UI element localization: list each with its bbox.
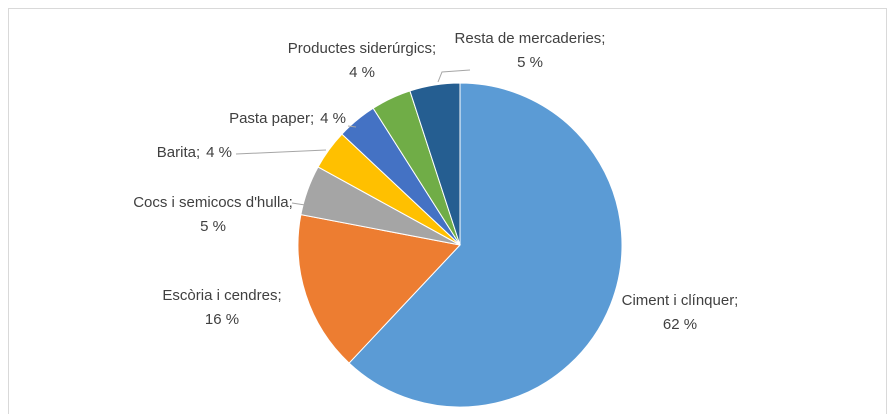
category-label: Pasta paper; [229, 110, 314, 127]
category-label: Productes siderúrgics; [288, 40, 436, 57]
data-label: Barita; 4 % [157, 144, 232, 161]
pie-slice [348, 82, 623, 408]
value-label: 4 % [206, 144, 232, 161]
category-label: Cocs i semicocs d'hulla; [133, 194, 293, 211]
category-label: Barita; [157, 144, 200, 161]
data-label: Pasta paper; 4 % [229, 110, 346, 127]
category-label: Resta de mercaderies; [455, 30, 606, 47]
data-label: Ciment i clínquer; 62 % [622, 292, 739, 333]
data-label: Escòria i cendres; 16 % [162, 287, 281, 328]
value-label: 4 % [349, 64, 375, 81]
category-label: Ciment i clínquer; [622, 292, 739, 309]
pie-slice [297, 214, 461, 364]
data-label: Resta de mercaderies; 5 % [455, 30, 606, 71]
data-label: Cocs i semicocs d'hulla; 5 % [133, 194, 293, 235]
leader-line [437, 69, 471, 83]
category-label: Escòria i cendres; [162, 287, 281, 304]
leader-line [347, 125, 357, 128]
value-label: 62 % [663, 316, 697, 333]
leader-line [235, 149, 327, 155]
value-label: 16 % [205, 311, 239, 328]
leader-line [291, 202, 306, 206]
value-label: 5 % [517, 54, 543, 71]
data-label: Productes siderúrgics; 4 % [288, 40, 436, 81]
pie-slice [409, 82, 461, 246]
value-label: 4 % [320, 110, 346, 127]
value-label: 5 % [200, 218, 226, 235]
